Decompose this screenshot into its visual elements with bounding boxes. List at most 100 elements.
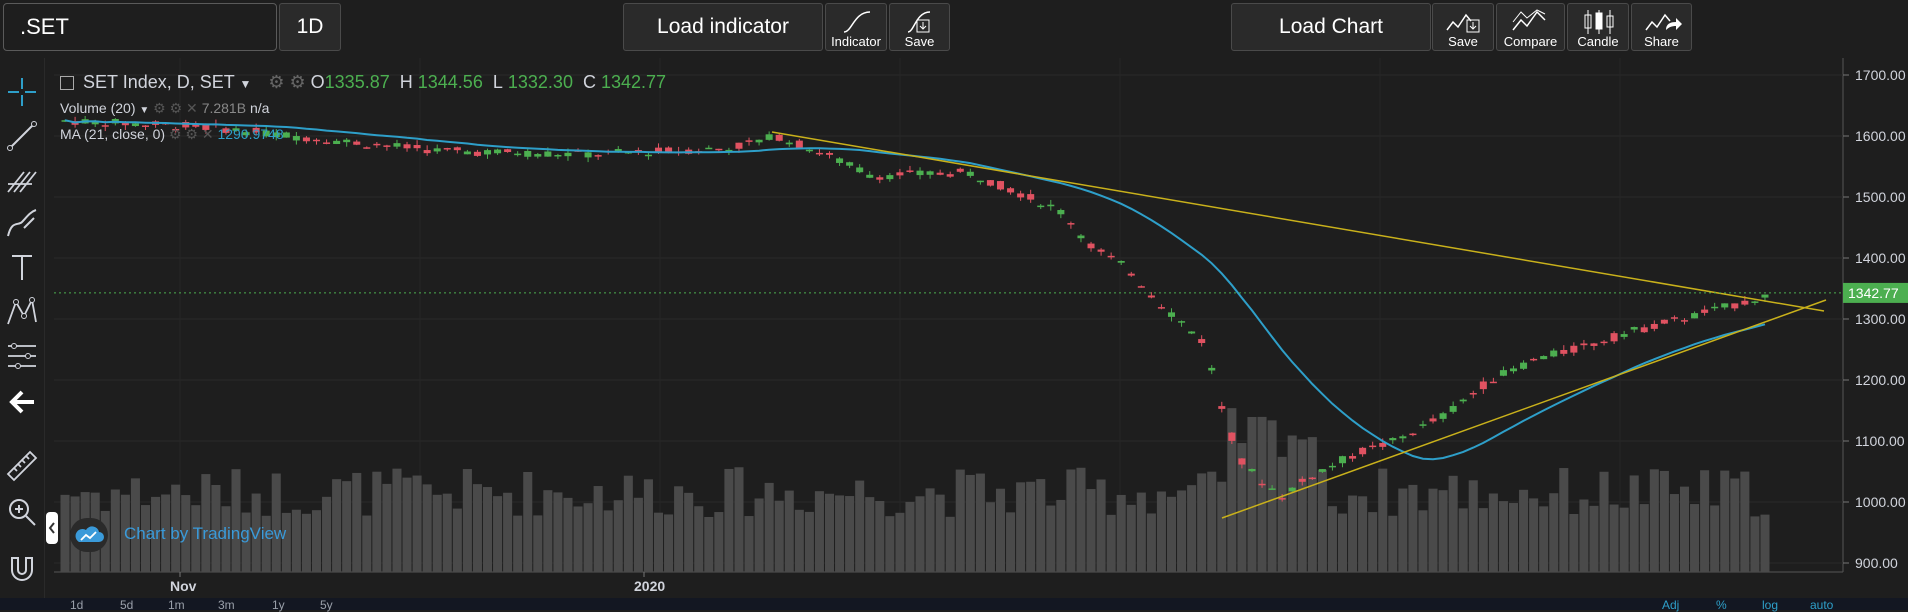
study-settings-icon[interactable]: ⚙ ⚙ ✕	[153, 100, 198, 116]
ma-study-name[interactable]: MA (21, close, 0)	[60, 126, 166, 142]
save-chart-button[interactable]: Save	[1432, 3, 1494, 51]
candle-body	[1258, 483, 1266, 486]
volume-bar	[1197, 473, 1207, 572]
candle-body	[111, 119, 119, 124]
zoom-icon[interactable]	[4, 494, 40, 530]
ruler-icon[interactable]	[4, 448, 40, 484]
candle-body	[483, 150, 492, 155]
trend-line-upper	[771, 131, 1825, 312]
volume-bar	[1428, 488, 1438, 572]
volume-bar	[1388, 515, 1398, 572]
volume-bar	[995, 488, 1006, 572]
candle-body	[1580, 343, 1588, 346]
timeframe-1y[interactable]: 1y	[272, 598, 285, 612]
candle-body	[302, 137, 310, 142]
volume-bar	[1720, 470, 1730, 572]
arrow-left-icon[interactable]	[4, 384, 40, 420]
pitchfork-icon[interactable]	[4, 162, 40, 198]
save-indicator-button[interactable]: Save	[889, 3, 950, 51]
chevron-down-icon[interactable]: ▼	[139, 105, 150, 116]
volume-bar	[1126, 504, 1136, 572]
symbol-title[interactable]: SET Index, D, SET	[83, 72, 235, 92]
candle-body	[81, 119, 89, 124]
brush-icon[interactable]	[4, 206, 40, 242]
load-indicator-button[interactable]: Load indicator	[623, 3, 823, 51]
volume-bar	[1237, 443, 1247, 572]
collapse-toolbar-handle[interactable]	[46, 512, 58, 544]
legend-toggle-icon[interactable]	[60, 76, 74, 91]
indicator-button[interactable]: Indicator	[825, 3, 887, 51]
chevron-down-icon[interactable]: ▼	[239, 77, 252, 91]
candle-body	[1027, 194, 1035, 200]
volume-bar	[1046, 505, 1056, 572]
scale-auto[interactable]: auto	[1810, 598, 1834, 612]
price-tick-label: 1300.00	[1855, 311, 1906, 327]
prediction-icon[interactable]	[4, 338, 40, 374]
crosshair-icon[interactable]	[4, 74, 40, 110]
share-button[interactable]: Share	[1631, 3, 1692, 51]
candle-body	[1178, 321, 1186, 323]
candle-body	[1459, 399, 1467, 402]
volume-bar	[1418, 510, 1428, 572]
compare-label: Compare	[1503, 34, 1558, 49]
volume-bar	[543, 490, 553, 572]
close-label: C	[582, 72, 596, 92]
volume-bar	[392, 468, 402, 572]
text-tool-icon[interactable]	[4, 250, 40, 286]
candle-body	[1057, 210, 1065, 215]
load-chart-button[interactable]: Load Chart	[1231, 3, 1431, 51]
price-tick-label: 1400.00	[1855, 250, 1906, 266]
volume-bar	[824, 493, 835, 572]
volume-study-legend: Volume (20) ▼ ⚙ ⚙ ✕ 7.281B n/a	[60, 100, 269, 117]
magnet-icon[interactable]	[4, 550, 40, 586]
candle-body	[1610, 333, 1618, 342]
scale-log[interactable]: log	[1762, 598, 1779, 612]
volume-bar	[613, 500, 623, 572]
symbol-input[interactable]: .SET	[3, 3, 277, 51]
interval-button[interactable]: 1D	[279, 3, 341, 51]
trend-line-icon[interactable]	[4, 118, 40, 154]
candle-body	[936, 172, 944, 175]
legend-settings-icon[interactable]: ⚙ ⚙	[268, 72, 306, 92]
timeframe-1d[interactable]: 1d	[70, 598, 84, 612]
top-toolbar: .SET 1D Load indicator Indicator Save Lo…	[0, 0, 1908, 56]
volume-bar	[1116, 494, 1126, 572]
volume-bar	[301, 513, 311, 572]
candle-body	[524, 150, 532, 157]
tradingview-logo[interactable]	[70, 518, 108, 552]
save-indicator-label: Save	[904, 34, 935, 49]
candle-body	[544, 151, 552, 157]
candle-body	[534, 154, 542, 157]
candle-body	[1157, 307, 1165, 309]
price-tick-label: 1200.00	[1855, 372, 1906, 388]
timeframe-1m[interactable]: 1m	[168, 598, 185, 612]
compare-button[interactable]: Compare	[1496, 3, 1565, 51]
volume-study-value: 7.281B	[201, 100, 247, 116]
timeframe-3m[interactable]: 3m	[218, 598, 235, 612]
candle-body	[1097, 249, 1105, 252]
candle-body	[1520, 362, 1528, 369]
scale-percent[interactable]: %	[1716, 598, 1727, 612]
volume-bar	[724, 468, 734, 572]
volume-bar	[1307, 437, 1317, 572]
volume-study-name[interactable]: Volume (20)	[60, 100, 136, 116]
open-value: 1335.87	[324, 72, 390, 92]
scale-Adj[interactable]: Adj	[1662, 598, 1680, 612]
study-settings-icon[interactable]: ⚙ ⚙ ✕	[168, 126, 214, 142]
volume-bar	[1076, 467, 1086, 572]
volume-bar	[1327, 506, 1337, 572]
volume-bar	[1529, 498, 1539, 572]
volume-bar	[905, 501, 915, 572]
timeframe-5d[interactable]: 5d	[120, 598, 134, 612]
candle-body	[1509, 368, 1518, 372]
candle-body	[373, 143, 381, 146]
timeframe-5y[interactable]: 5y	[320, 598, 333, 612]
candle-button[interactable]: Candle	[1567, 3, 1629, 51]
last-price-label: 1342.77	[1848, 285, 1899, 301]
pattern-icon[interactable]	[4, 294, 40, 330]
candle-body	[343, 139, 351, 143]
candle-body	[926, 171, 934, 175]
volume-bar	[1257, 416, 1267, 572]
volume-bar	[1056, 499, 1066, 572]
watermark-text[interactable]: Chart by TradingView	[124, 524, 287, 543]
